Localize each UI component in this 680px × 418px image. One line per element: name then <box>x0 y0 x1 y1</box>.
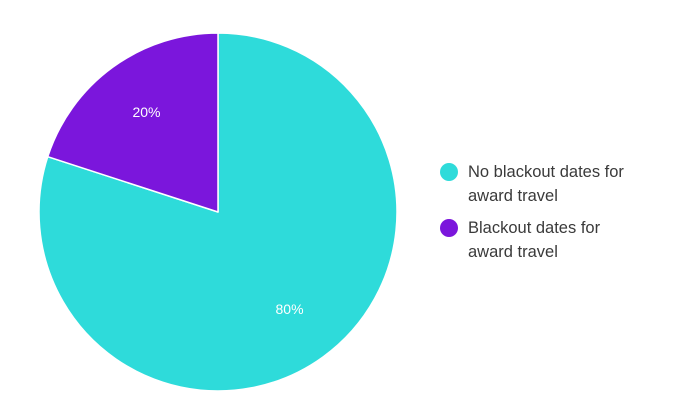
legend-item-no-blackout: No blackout dates for award travel <box>440 160 670 208</box>
legend-swatch-no-blackout <box>440 163 458 181</box>
pie-slice-blackout <box>47 32 219 213</box>
legend-item-blackout: Blackout dates for award travel <box>440 216 670 264</box>
pie-slice-no-blackout <box>38 32 398 392</box>
pie-label-no-blackout: 80% <box>276 301 304 317</box>
pie-slices <box>38 32 398 392</box>
legend-label-blackout: Blackout dates for award travel <box>468 219 601 261</box>
chart-legend: No blackout dates for award travel Black… <box>440 160 670 272</box>
legend-label-no-blackout: No blackout dates for award travel <box>468 163 624 205</box>
pie-label-blackout: 20% <box>132 104 160 120</box>
legend-swatch-blackout <box>440 219 458 237</box>
pie-slice-labels: 80% 20% <box>132 104 303 317</box>
